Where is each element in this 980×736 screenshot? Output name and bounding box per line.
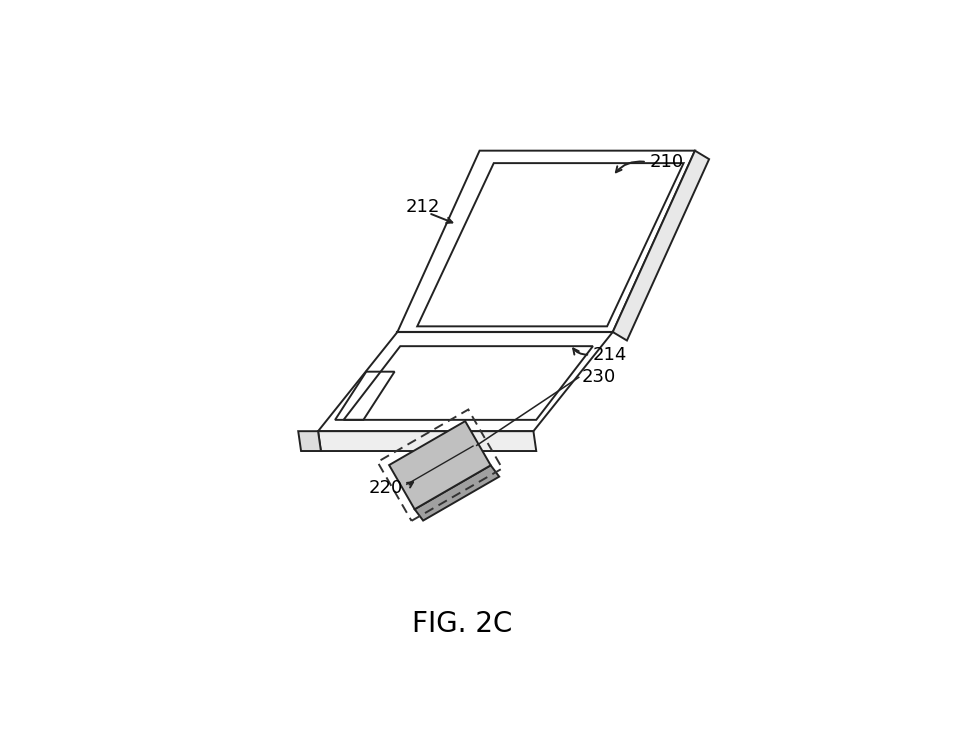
Text: 214: 214 bbox=[593, 346, 627, 364]
Text: FIG. 2C: FIG. 2C bbox=[413, 610, 513, 638]
Polygon shape bbox=[612, 151, 710, 341]
Polygon shape bbox=[417, 163, 684, 326]
Polygon shape bbox=[318, 332, 612, 431]
Polygon shape bbox=[298, 431, 320, 451]
Text: 212: 212 bbox=[406, 198, 440, 216]
Polygon shape bbox=[398, 151, 695, 332]
Text: 230: 230 bbox=[581, 368, 615, 386]
Polygon shape bbox=[389, 421, 491, 509]
Text: 220: 220 bbox=[368, 479, 403, 497]
Polygon shape bbox=[415, 465, 499, 520]
Text: 210: 210 bbox=[650, 153, 684, 171]
Polygon shape bbox=[318, 431, 536, 451]
